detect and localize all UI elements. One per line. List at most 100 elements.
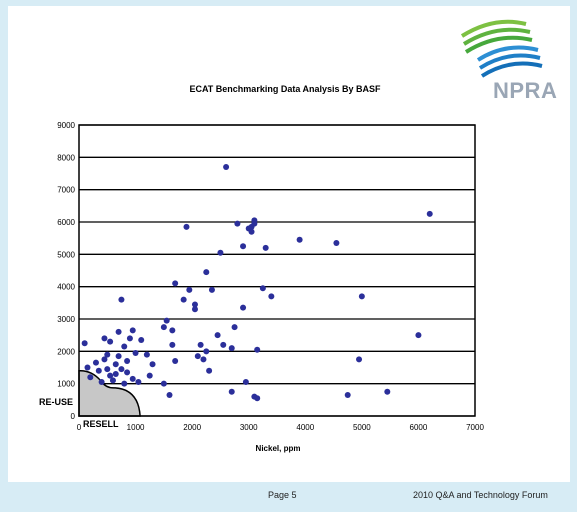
- data-point: [180, 296, 187, 303]
- chart-title: ECAT Benchmarking Data Analysis By BASF: [189, 84, 381, 94]
- data-point: [259, 285, 266, 292]
- data-point: [208, 286, 215, 293]
- x-tick-label: 3000: [240, 423, 258, 432]
- y-tick-label: 4000: [57, 283, 75, 292]
- data-point: [220, 341, 227, 348]
- data-point: [415, 332, 422, 339]
- data-point: [206, 367, 213, 374]
- data-point: [129, 375, 136, 382]
- npra-swoosh-logo-icon: [460, 19, 543, 78]
- data-point: [160, 324, 167, 331]
- data-point: [183, 223, 190, 230]
- npra-logo-text: NPRA: [493, 78, 558, 103]
- data-point: [95, 367, 102, 374]
- data-point: [223, 164, 230, 171]
- x-tick-label: 6000: [410, 423, 428, 432]
- data-point: [163, 317, 170, 324]
- y-tick-label: 9000: [57, 121, 75, 130]
- x-tick-label: 2000: [183, 423, 201, 432]
- data-point: [101, 356, 108, 363]
- data-point: [112, 370, 119, 377]
- grid-layer: [79, 124, 475, 417]
- data-point: [121, 380, 128, 387]
- data-point: [115, 328, 122, 335]
- data-point: [118, 366, 125, 373]
- y-tick-label: 8000: [57, 153, 75, 162]
- x-axis-ticks: 0 1000 2000 3000 4000 5000 6000 7000: [77, 423, 485, 432]
- y-tick-label: 5000: [57, 250, 75, 259]
- data-point: [262, 244, 269, 251]
- data-point: [135, 379, 142, 386]
- data-point: [231, 324, 238, 331]
- footer-event-name: 2010 Q&A and Technology Forum: [413, 490, 548, 500]
- data-point: [248, 228, 255, 235]
- data-point: [203, 269, 210, 276]
- data-point: [268, 293, 275, 300]
- x-tick-label: 5000: [353, 423, 371, 432]
- data-point: [333, 240, 340, 247]
- data-point: [107, 338, 114, 345]
- data-point: [98, 379, 105, 386]
- data-point: [186, 286, 193, 293]
- data-point: [217, 249, 224, 256]
- data-point: [107, 372, 114, 379]
- data-point: [87, 374, 94, 381]
- plot-area-frame: [78, 124, 476, 417]
- points-layer: [81, 164, 433, 402]
- data-point: [146, 372, 153, 379]
- data-point: [132, 349, 139, 356]
- x-tick-label: 1000: [127, 423, 145, 432]
- data-point: [81, 340, 88, 347]
- data-point: [384, 388, 391, 395]
- data-point: [200, 356, 207, 363]
- data-point: [191, 306, 198, 313]
- data-point: [172, 358, 179, 365]
- y-tick-label: 0: [71, 412, 76, 421]
- data-point: [356, 356, 363, 363]
- data-point: [242, 379, 249, 386]
- y-tick-label: 6000: [57, 218, 75, 227]
- data-point: [115, 353, 122, 360]
- x-tick-label: 0: [77, 423, 82, 432]
- y-tick-label: 3000: [57, 315, 75, 324]
- data-point: [112, 361, 119, 368]
- data-point: [169, 341, 176, 348]
- data-point: [426, 210, 433, 217]
- x-tick-label: 7000: [466, 423, 484, 432]
- data-point: [149, 361, 156, 368]
- data-point: [121, 343, 128, 350]
- data-point: [358, 293, 365, 300]
- data-point: [129, 327, 136, 334]
- data-point: [109, 377, 116, 384]
- data-point: [143, 351, 150, 358]
- data-point: [203, 348, 210, 355]
- data-point: [118, 296, 125, 303]
- data-point: [254, 395, 261, 402]
- data-point: [124, 369, 131, 376]
- data-point: [138, 337, 145, 344]
- data-point: [169, 327, 176, 334]
- data-point: [172, 280, 179, 287]
- data-point: [101, 335, 108, 342]
- data-point: [254, 346, 261, 353]
- data-point: [166, 391, 173, 398]
- data-point: [197, 341, 204, 348]
- data-point: [296, 236, 303, 243]
- y-tick-label: 1000: [57, 380, 75, 389]
- y-tick-label: 2000: [57, 347, 75, 356]
- resell-annotation: RESELL: [83, 419, 119, 429]
- data-point: [191, 301, 198, 308]
- data-point: [344, 391, 351, 398]
- data-point: [194, 353, 201, 360]
- reuse-annotation: RE-USE: [39, 397, 73, 407]
- data-point: [84, 364, 91, 371]
- data-point: [104, 366, 111, 373]
- y-axis-ticks: 0 1000 2000 3000 4000 5000 6000 7000 8000 9000: [57, 121, 75, 421]
- footer-page-number: Page 5: [268, 490, 297, 500]
- data-point: [92, 359, 99, 366]
- data-point: [160, 380, 167, 387]
- data-point: [228, 345, 235, 352]
- data-point: [240, 243, 247, 250]
- x-tick-label: 4000: [296, 423, 314, 432]
